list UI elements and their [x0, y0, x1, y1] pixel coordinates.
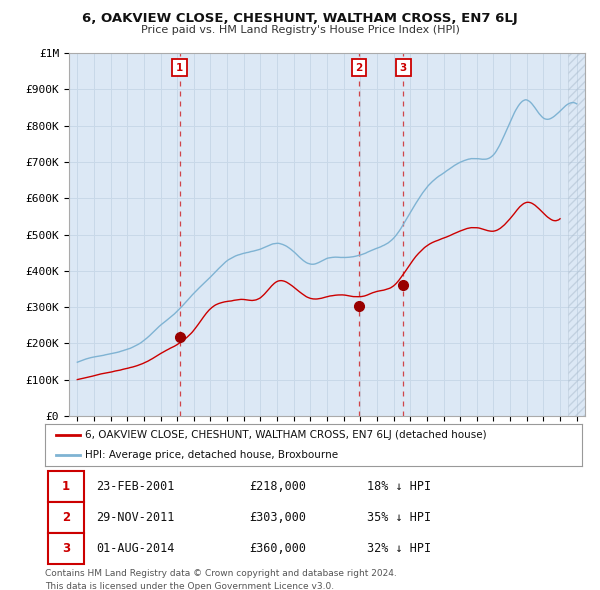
Text: £360,000: £360,000: [249, 542, 306, 555]
Text: This data is licensed under the Open Government Licence v3.0.: This data is licensed under the Open Gov…: [45, 582, 334, 590]
Text: 2: 2: [355, 63, 362, 73]
FancyBboxPatch shape: [47, 533, 84, 564]
Text: 29-NOV-2011: 29-NOV-2011: [96, 511, 175, 524]
Text: 18% ↓ HPI: 18% ↓ HPI: [367, 480, 431, 493]
Text: 32% ↓ HPI: 32% ↓ HPI: [367, 542, 431, 555]
Text: £303,000: £303,000: [249, 511, 306, 524]
Text: 1: 1: [176, 63, 183, 73]
Text: 35% ↓ HPI: 35% ↓ HPI: [367, 511, 431, 524]
Text: 2: 2: [62, 511, 70, 524]
Text: HPI: Average price, detached house, Broxbourne: HPI: Average price, detached house, Brox…: [85, 450, 338, 460]
Text: £218,000: £218,000: [249, 480, 306, 493]
Text: 01-AUG-2014: 01-AUG-2014: [96, 542, 175, 555]
Text: 1: 1: [62, 480, 70, 493]
Text: Contains HM Land Registry data © Crown copyright and database right 2024.: Contains HM Land Registry data © Crown c…: [45, 569, 397, 578]
FancyBboxPatch shape: [47, 471, 84, 502]
Text: 6, OAKVIEW CLOSE, CHESHUNT, WALTHAM CROSS, EN7 6LJ: 6, OAKVIEW CLOSE, CHESHUNT, WALTHAM CROS…: [82, 12, 518, 25]
Text: 3: 3: [400, 63, 407, 73]
Text: Price paid vs. HM Land Registry's House Price Index (HPI): Price paid vs. HM Land Registry's House …: [140, 25, 460, 35]
FancyBboxPatch shape: [47, 502, 84, 533]
Text: 3: 3: [62, 542, 70, 555]
Text: 23-FEB-2001: 23-FEB-2001: [96, 480, 175, 493]
Text: 6, OAKVIEW CLOSE, CHESHUNT, WALTHAM CROSS, EN7 6LJ (detached house): 6, OAKVIEW CLOSE, CHESHUNT, WALTHAM CROS…: [85, 430, 487, 440]
